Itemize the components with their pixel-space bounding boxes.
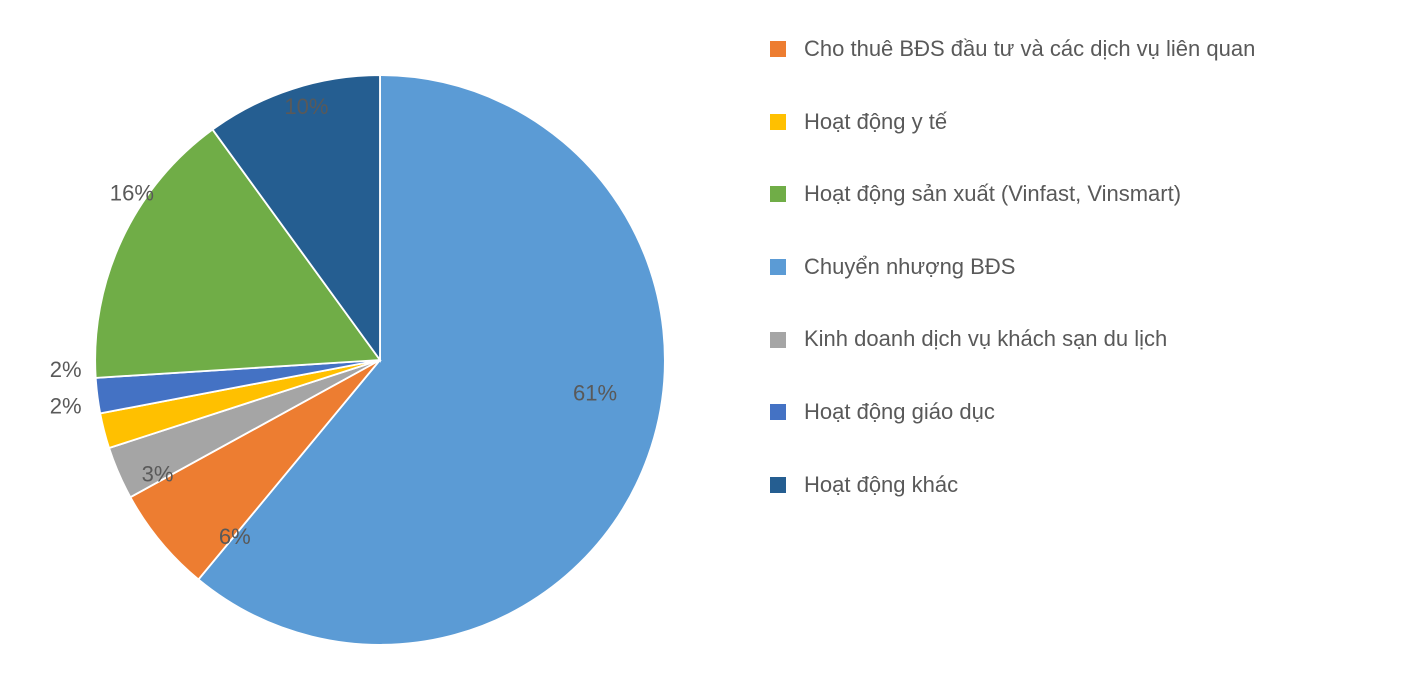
legend-item: Hoạt động y tế [770, 108, 1390, 137]
slice-label-hoat_dong_giao_duc: 2% [50, 357, 82, 382]
legend-label: Hoạt động sản xuất (Vinfast, Vinsmart) [804, 180, 1181, 209]
legend-swatch [770, 332, 786, 348]
pie-chart-area: 61% 6% 3% 2% 2% 16% 10% [40, 20, 720, 700]
legend-item: Hoạt động sản xuất (Vinfast, Vinsmart) [770, 180, 1390, 209]
slice-label-khach_san_du_lich: 3% [142, 462, 174, 487]
legend-swatch [770, 41, 786, 57]
legend-swatch [770, 259, 786, 275]
legend-item: Kinh doanh dịch vụ khách sạn du lịch [770, 325, 1390, 354]
legend-label: Cho thuê BĐS đầu tư và các dịch vụ liên … [804, 35, 1255, 64]
legend-label: Chuyển nhượng BĐS [804, 253, 1015, 282]
legend-swatch [770, 477, 786, 493]
legend-label: Hoạt động khác [804, 471, 958, 500]
legend-item: Hoạt động khác [770, 471, 1390, 500]
slice-label-hoat_dong_y_te: 2% [50, 394, 82, 419]
slice-label-chuyen_nhuong_bds: 61% [573, 381, 617, 406]
legend-label: Kinh doanh dịch vụ khách sạn du lịch [804, 325, 1167, 354]
slice-label-cho_thue_bds: 6% [219, 524, 251, 549]
legend-item: Cho thuê BĐS đầu tư và các dịch vụ liên … [770, 35, 1390, 64]
legend-swatch [770, 404, 786, 420]
legend-swatch [770, 186, 786, 202]
legend-item: Hoạt động giáo dục [770, 398, 1390, 427]
chart-legend: Cho thuê BĐS đầu tư và các dịch vụ liên … [770, 35, 1390, 543]
legend-label: Hoạt động y tế [804, 108, 947, 137]
legend-label: Hoạt động giáo dục [804, 398, 995, 427]
pie-chart-svg: 61% 6% 3% 2% 2% 16% 10% [40, 20, 720, 700]
legend-item: Chuyển nhượng BĐS [770, 253, 1390, 282]
legend-swatch [770, 114, 786, 130]
slice-label-hoat_dong_san_xuat: 16% [110, 180, 154, 205]
chart-container: 61% 6% 3% 2% 2% 16% 10% Cho thuê BĐS đầu tư và… [0, 0, 1417, 700]
slice-label-hoat_dong_khac: 10% [284, 94, 328, 119]
